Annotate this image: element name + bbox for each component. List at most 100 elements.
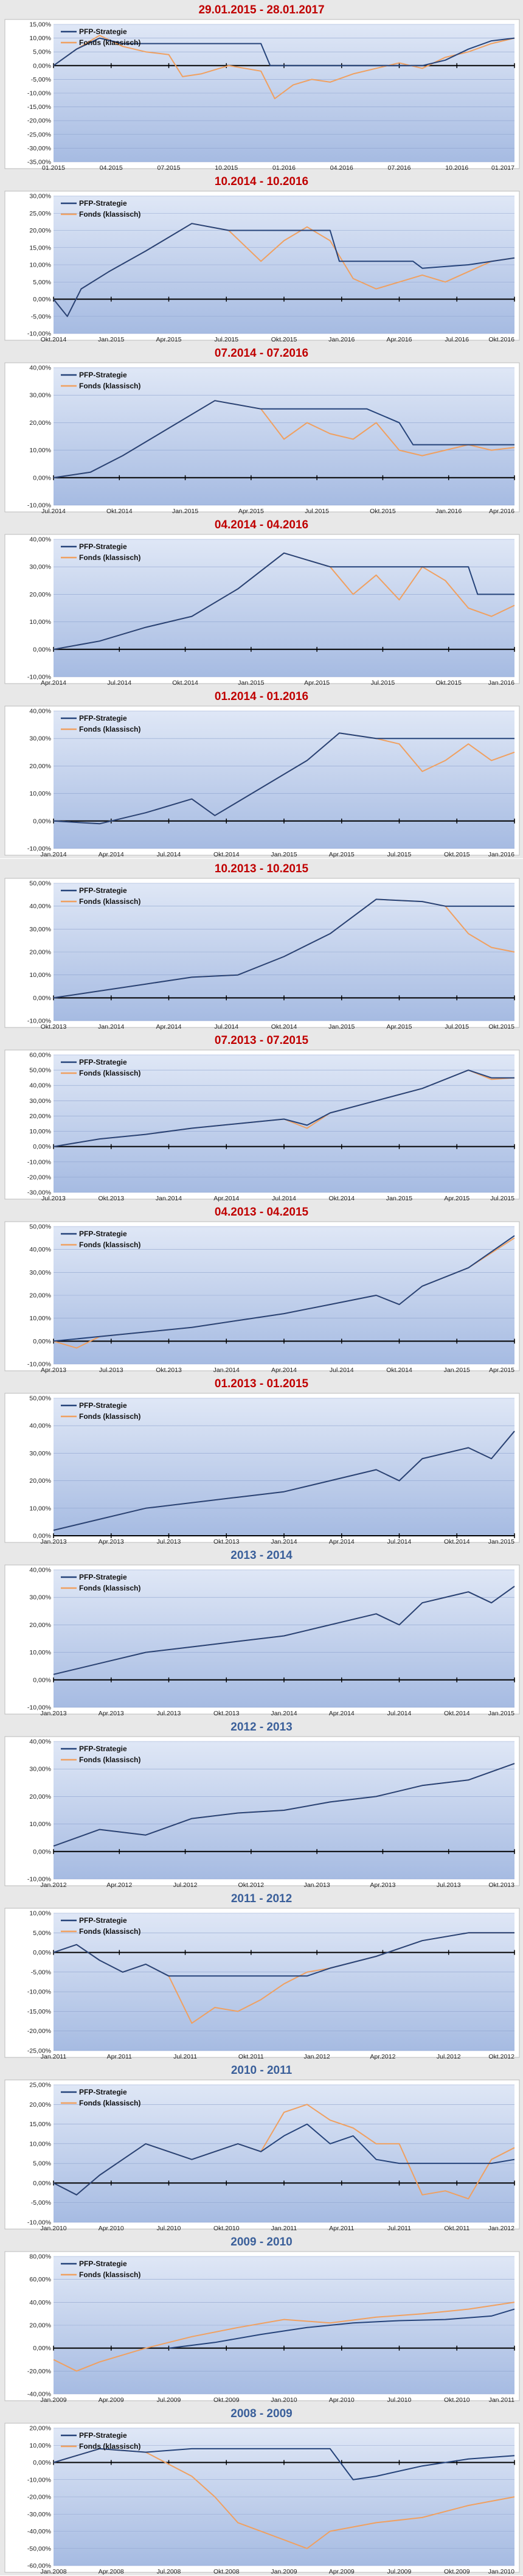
- x-tick-label: Jan.2016: [488, 679, 514, 687]
- chart-panel: 50,00% 40,00% 30,00% 20,00% 10,00% 0,00% Jan.2…: [0, 1374, 523, 1545]
- x-tick-label: Jan.2014: [98, 1023, 124, 1031]
- x-tick-label: Okt.2015: [435, 679, 462, 687]
- x-tick-label: Apr.2016: [386, 336, 412, 343]
- x-tick-label: Jan.2011: [489, 2396, 515, 2404]
- plot-area: [54, 1055, 514, 1192]
- x-tick-label: Apr.2015: [489, 1367, 514, 1374]
- chart-title: 01.2014 - 01.2016: [214, 690, 309, 703]
- chart-svg: 60,00% 50,00% 40,00% 30,00% 20,00% 10,00% 0,00…: [4, 1049, 520, 1202]
- x-tick-label: Jan.2010: [40, 2225, 66, 2232]
- series-line-fund: [53, 2301, 515, 2372]
- x-tick-label: 01.2016: [272, 164, 296, 172]
- y-tick-label: 10,00%: [29, 790, 51, 797]
- x-tick-label: Apr.2008: [99, 2568, 124, 2575]
- series-line-strategy: [53, 37, 515, 66]
- y-tick-label: 10,00%: [29, 971, 51, 979]
- chart-svg: 40,00%30,00%20,00%10,00%0,00%-10,00%Jan.…: [4, 1564, 520, 1717]
- x-tick-label: Jul.2013: [157, 1710, 181, 1717]
- chart-title: 2011 - 2012: [230, 1892, 293, 1905]
- x-tick-label: Jul.2015: [445, 1023, 469, 1031]
- legend-label-fund: Fonds (klassisch): [79, 1584, 140, 1592]
- y-tick-label: -10,00%: [27, 502, 51, 509]
- y-tick-label: 40,00%: [29, 1567, 51, 1574]
- plot-area: [54, 368, 514, 505]
- y-tick-label: 20,00%: [29, 1622, 51, 1629]
- x-tick-label: 10.2015: [215, 164, 238, 172]
- y-tick-label: 5,00%: [33, 49, 51, 56]
- series-line-strategy: [53, 1430, 515, 1531]
- x-tick-label: Jan.2014: [40, 851, 66, 858]
- x-tick-label: Jan.2009: [40, 2396, 66, 2404]
- chart-title: 10.2014 - 10.2016: [214, 175, 309, 188]
- x-tick-label: Okt.2013: [213, 1710, 240, 1717]
- chart-panel: 50,00% 40,00% 30,00% 20,00% 10,00% 0,00% -10,0…: [0, 1202, 523, 1374]
- x-tick-label: Jul.2016: [445, 336, 469, 343]
- chart-svg: 40,00%30,00%20,00%10,00%0,00%-10,00%Apr.…: [4, 534, 520, 687]
- x-tick-label: Jan.2014: [271, 1538, 297, 1545]
- x-tick-label: Jul.2010: [387, 2396, 412, 2404]
- chart-svg: 30,00% 25,00% 20,00% 15,00% 10,00% 5,00% 0,00%…: [4, 191, 520, 343]
- series-line-strategy: [53, 552, 514, 650]
- x-tick-label: Apr.2015: [304, 679, 330, 687]
- x-tick-label: Okt.2014: [444, 1538, 470, 1545]
- x-tick-label: Okt.2015: [370, 508, 396, 515]
- y-tick-label: 10,00%: [29, 618, 51, 626]
- chart-svg: 50,00% 40,00% 30,00% 20,00% 10,00% 0,00% -10,0…: [4, 1221, 520, 1374]
- y-tick-label: 10,00%: [29, 1315, 51, 1322]
- x-tick-label: Okt.2011: [444, 2225, 469, 2232]
- y-tick-label: -60,00%: [27, 2563, 51, 2570]
- legend-label-fund: Fonds (klassisch): [79, 897, 140, 906]
- x-tick-label: Jan.2015: [172, 508, 198, 515]
- y-tick-label: -30,00%: [27, 2511, 51, 2518]
- x-tick-label: Jan.2015: [488, 1710, 514, 1717]
- chart-title: 07.2014 - 07.2016: [214, 347, 309, 360]
- x-tick-label: Okt.2009: [213, 2396, 240, 2404]
- chart-svg: 25,00% 20,00% 15,00% 10,00% 5,00% 0,00% -5,00%…: [4, 2079, 520, 2232]
- y-tick-label: 20,00%: [29, 227, 51, 234]
- x-tick-label: Apr.2014: [271, 1367, 297, 1374]
- y-tick-label: 10,00%: [29, 262, 51, 269]
- x-tick-label: Apr.2012: [370, 2053, 395, 2060]
- y-tick-label: 40,00%: [29, 1246, 51, 1253]
- y-tick-label: 20,00%: [29, 763, 51, 770]
- x-tick-label: Okt.2014: [41, 336, 67, 343]
- x-tick-label: Jan.2015: [444, 1367, 470, 1374]
- legend-label-fund: Fonds (klassisch): [79, 2270, 140, 2279]
- x-tick-label: 07.2015: [158, 164, 181, 172]
- y-tick-label: -10,00%: [27, 90, 51, 97]
- legend-label-strategy: PFP-Strategie: [79, 714, 127, 723]
- chart-panel: 40,00% 30,00% 20,00% 10,00% 0,00% -10,00% Jan.…: [0, 687, 523, 858]
- y-tick-label: 0,00%: [33, 1533, 51, 1540]
- y-tick-label: 40,00%: [29, 1423, 51, 1430]
- plot-area: [54, 1570, 514, 1707]
- x-tick-label: Jan.2014: [271, 1710, 297, 1717]
- x-tick-label: 10.2016: [445, 164, 468, 172]
- y-tick-label: -30,00%: [27, 1189, 51, 1197]
- y-tick-label: -20,00%: [27, 117, 51, 125]
- y-tick-label: 20,00%: [29, 2322, 51, 2329]
- x-tick-label: Jan.2013: [40, 1538, 66, 1545]
- y-tick-label: 0,00%: [33, 2345, 51, 2352]
- x-tick-label: Jan.2015: [386, 1195, 412, 1202]
- y-tick-label: 10,00%: [29, 35, 51, 42]
- x-tick-label: Jul.2014: [41, 508, 66, 515]
- x-tick-label: Apr.2013: [41, 1367, 66, 1374]
- x-tick-label: Apr.2015: [444, 1195, 469, 1202]
- x-tick-label: Okt.2014: [444, 1710, 470, 1717]
- legend-label-fund: Fonds (klassisch): [79, 1755, 140, 1764]
- y-tick-label: -20,00%: [27, 1174, 51, 1181]
- y-tick-label: 30,00%: [29, 392, 51, 399]
- x-tick-label: Apr.2016: [489, 508, 514, 515]
- y-tick-label: -10,00%: [27, 1158, 51, 1166]
- x-tick-label: Jul.2013: [157, 1538, 181, 1545]
- chart-title: 04.2013 - 04.2015: [214, 1206, 309, 1219]
- legend-label-fund: Fonds (klassisch): [79, 725, 140, 733]
- legend-label-strategy: PFP-Strategie: [79, 1230, 127, 1238]
- y-tick-label: -5,00%: [31, 2199, 51, 2207]
- x-tick-label: Apr.2014: [41, 679, 66, 687]
- x-tick-label: 04.2015: [100, 164, 123, 172]
- y-tick-label: 40,00%: [29, 1738, 51, 1746]
- y-tick-label: 0,00%: [33, 817, 51, 825]
- series-line-strategy: [53, 1235, 515, 1342]
- y-tick-label: -40,00%: [27, 2391, 51, 2398]
